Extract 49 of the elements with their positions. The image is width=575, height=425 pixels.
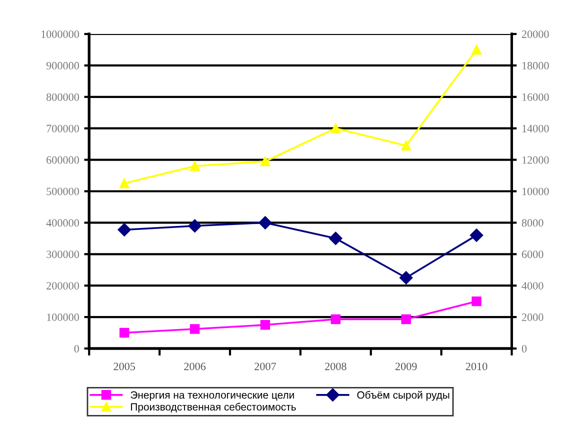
y-tick-label: 400000 <box>46 219 79 227</box>
point <box>330 123 341 134</box>
y-tick-label: 700000 <box>46 124 79 132</box>
point <box>401 140 411 151</box>
y2-tick-label: 12000 <box>522 156 549 164</box>
point <box>118 223 131 236</box>
y-tick-label: 800000 <box>46 93 79 101</box>
point <box>330 314 341 324</box>
y2-tick-label: 18000 <box>522 62 549 70</box>
y2-tick-label: 8000 <box>522 219 544 227</box>
y2-tick-label: 16000 <box>522 93 549 101</box>
point <box>470 228 484 242</box>
point <box>329 232 342 246</box>
y-tick-label: 600000 <box>46 156 79 164</box>
legend-label: Производственная себестоимость <box>131 402 296 413</box>
point <box>190 324 200 334</box>
y2-tick-label: 20000 <box>522 30 549 38</box>
y-tick-label: 900000 <box>46 62 79 70</box>
x-tick-label: 2007 <box>254 362 276 370</box>
point <box>401 314 411 324</box>
point <box>260 320 270 330</box>
y2-tick-label: 4000 <box>522 282 544 290</box>
y2-tick-label: 0 <box>522 344 527 352</box>
point <box>400 271 413 284</box>
legend-label: Объём сырой руды <box>357 390 450 401</box>
y-tick-label: 1000000 <box>41 30 79 38</box>
point <box>119 178 130 188</box>
y-tick-label: 100000 <box>47 314 79 322</box>
point <box>472 44 482 55</box>
y2-tick-label: 2000 <box>522 314 544 322</box>
x-tick-label: 2005 <box>114 362 136 370</box>
point <box>260 156 270 166</box>
point <box>188 219 202 232</box>
point <box>119 328 130 338</box>
x-tick-label: 2010 <box>466 362 488 370</box>
x-tick-label: 2009 <box>395 362 417 370</box>
point <box>190 161 200 171</box>
y-tick-label: 200000 <box>46 282 79 290</box>
x-tick-label: 2006 <box>184 362 206 370</box>
point <box>258 216 272 230</box>
y2-tick-label: 10000 <box>522 188 549 196</box>
point <box>472 296 482 306</box>
y-tick-label: 300000 <box>46 250 79 258</box>
x-tick-label: 2008 <box>325 362 346 370</box>
y2-tick-label: 6000 <box>522 250 544 258</box>
y2-tick-label: 14000 <box>522 124 549 132</box>
y-tick-label: 0 <box>74 344 79 352</box>
legend-label: Энергия на технологические цели <box>130 391 294 401</box>
y-tick-label: 500000 <box>46 188 79 196</box>
